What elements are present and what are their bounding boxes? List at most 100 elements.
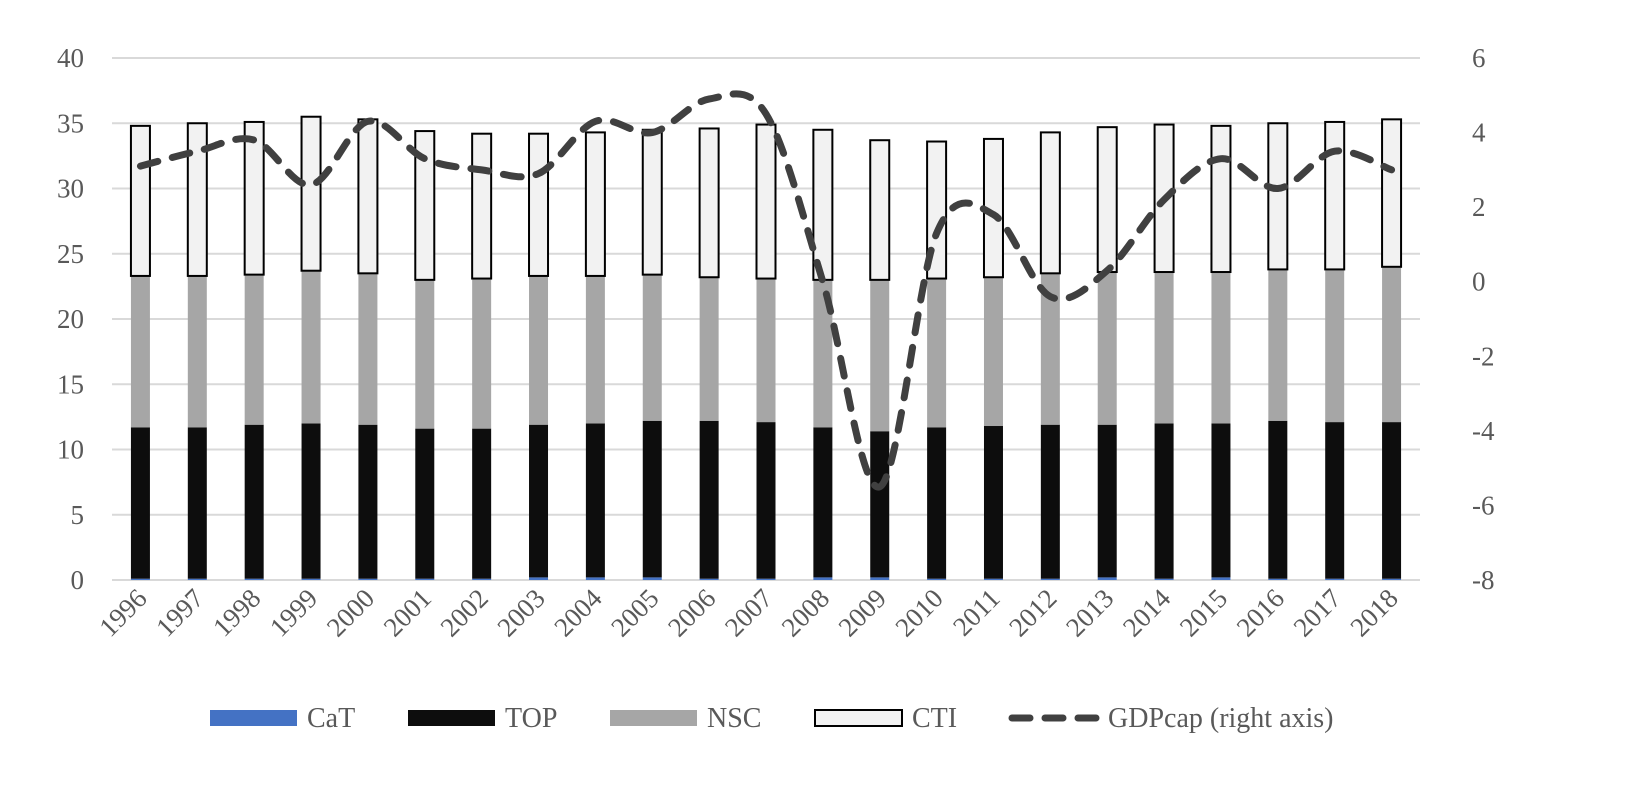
y2-tick-label: 4 [1472,118,1486,148]
bar-cat [1268,578,1288,580]
bar-top [529,424,549,578]
bar-cti [300,115,322,272]
x-tick-label: 2000 [321,583,380,642]
y-tick-label: 20 [57,304,84,334]
x-tick-label: 2018 [1344,583,1403,642]
bar-cti [812,128,834,281]
x-tick-label: 1996 [93,583,152,642]
bar-nsc [756,278,776,423]
bar-nsc [813,279,833,428]
bar-cti [1381,118,1403,268]
bar-nsc [1040,273,1060,425]
bar-cti [926,140,948,280]
legend-swatch-top [408,710,495,726]
bar-cat [187,578,207,580]
bar-nsc [130,275,150,428]
x-tick-label: 2008 [776,583,835,642]
y-tick-label: 35 [57,108,84,138]
x-tick-label: 2002 [434,583,493,642]
x-tick-label: 2012 [1003,583,1062,642]
x-tick-label: 2017 [1288,583,1347,642]
y-tick-label: 15 [57,369,84,399]
bar-nsc [983,277,1003,427]
legend: CaT TOP NSC CTI GDPcap (right axis) [210,703,1334,734]
bar-cat [1154,578,1174,580]
bar-top [187,427,207,579]
bar-top [415,428,435,579]
y2-tick-label: -4 [1472,416,1495,446]
bar-top [642,420,662,578]
bar-top [983,426,1003,579]
bar-top [927,427,947,579]
bar-top [870,431,890,578]
x-tick-label: 1999 [264,583,323,642]
y2-tick-label: -6 [1472,490,1495,520]
bar-nsc [1268,269,1288,421]
bar-cat [358,578,378,580]
y-tick-label: 0 [71,565,85,595]
bar-cat [699,578,719,580]
bar-cat [1325,578,1345,580]
y2-tick-label: 6 [1472,43,1486,73]
bar-cat [983,578,1003,580]
y-axis-left: 0 5 10 15 20 25 30 35 40 [57,43,84,595]
x-tick-label: 2016 [1231,583,1290,642]
bar-cti [1096,126,1118,274]
legend-swatch-cat [210,710,297,726]
bar-top [301,423,321,579]
bar-top [585,423,605,578]
bar-cat [472,578,492,580]
x-tick-label: 2001 [378,583,437,642]
legend-swatch-cti [814,709,903,727]
bar-cti [1267,122,1289,271]
bar-nsc [358,273,378,425]
line-gdpcap [136,90,1396,491]
bar-cat [585,577,605,580]
line-series [136,90,1396,491]
bar-cti [755,123,777,280]
x-tick-label: 2009 [833,583,892,642]
bar-nsc [1382,266,1402,423]
y-tick-label: 30 [57,174,84,204]
bar-nsc [585,275,605,424]
bar-nsc [1097,272,1117,425]
bar-cat [813,577,833,580]
bar-nsc [870,279,890,432]
x-axis: 1996199719981999200020012002200320042005… [93,583,1404,643]
x-tick-label: 2007 [719,583,778,642]
y2-tick-label: -2 [1472,341,1495,371]
legend-label-gdpcap-right-axis: GDPcap (right axis) [1108,703,1334,734]
bar-nsc [415,279,435,429]
bar-cat [301,578,321,580]
bar-cti [414,130,436,281]
y2-tick-label: 2 [1472,192,1486,222]
bar-nsc [1325,269,1345,423]
bar-top [699,420,719,579]
bar-nsc [642,274,662,421]
bar-top [1211,423,1231,578]
bar-cti [1324,120,1346,271]
x-tick-label: 2013 [1060,583,1119,642]
bar-nsc [1154,272,1174,424]
bar-cti [584,131,606,277]
bar-top [1097,424,1117,578]
bar-top [1154,423,1174,579]
bar-cti [129,124,151,277]
y-axis-right: -8 -6 -4 -2 0 2 4 6 [1472,43,1495,595]
x-tick-label: 2015 [1174,583,1233,642]
bar-nsc [244,274,264,425]
y-tick-label: 25 [57,239,84,269]
x-tick-label: 1997 [150,583,209,642]
bar-cti [243,120,265,276]
bar-top [813,427,833,578]
bar-top [1268,420,1288,579]
x-tick-label: 2005 [605,583,664,642]
x-tick-label: 2003 [491,583,550,642]
bar-cti [357,118,379,275]
y2-tick-label: -8 [1472,565,1495,595]
y-tick-label: 40 [57,43,84,73]
bar-cti [641,128,663,276]
bar-top [472,428,492,579]
bar-top [1040,424,1060,579]
